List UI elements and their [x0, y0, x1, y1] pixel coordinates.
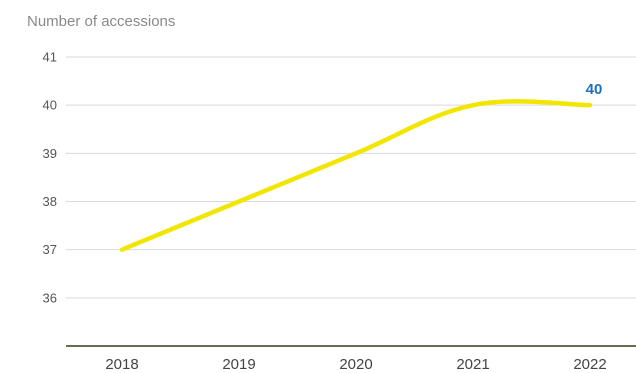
- y-axis-label: Number of accessions: [27, 13, 175, 30]
- x-tick-labels: 2018 2019 2020 2021 2022: [105, 356, 606, 373]
- data-labels: 40: [586, 81, 603, 98]
- y-tick-label: 40: [43, 98, 57, 113]
- y-tick-label: 37: [43, 242, 57, 257]
- y-tick-labels: 36 37 38 39 40 41: [43, 50, 57, 306]
- x-tick-label: 2022: [573, 356, 606, 373]
- series-line: [119, 99, 593, 252]
- y-tick-label: 41: [43, 50, 57, 65]
- x-tick-label: 2019: [222, 356, 255, 373]
- x-tick-label: 2018: [105, 356, 138, 373]
- x-tick-label: 2020: [339, 356, 372, 373]
- y-tick-label: 38: [43, 194, 57, 209]
- gridlines: [66, 56, 636, 299]
- data-label: 40: [586, 81, 603, 98]
- y-tick-label: 36: [43, 290, 57, 305]
- y-tick-label: 39: [43, 146, 57, 161]
- x-tick-label: 2021: [456, 356, 489, 373]
